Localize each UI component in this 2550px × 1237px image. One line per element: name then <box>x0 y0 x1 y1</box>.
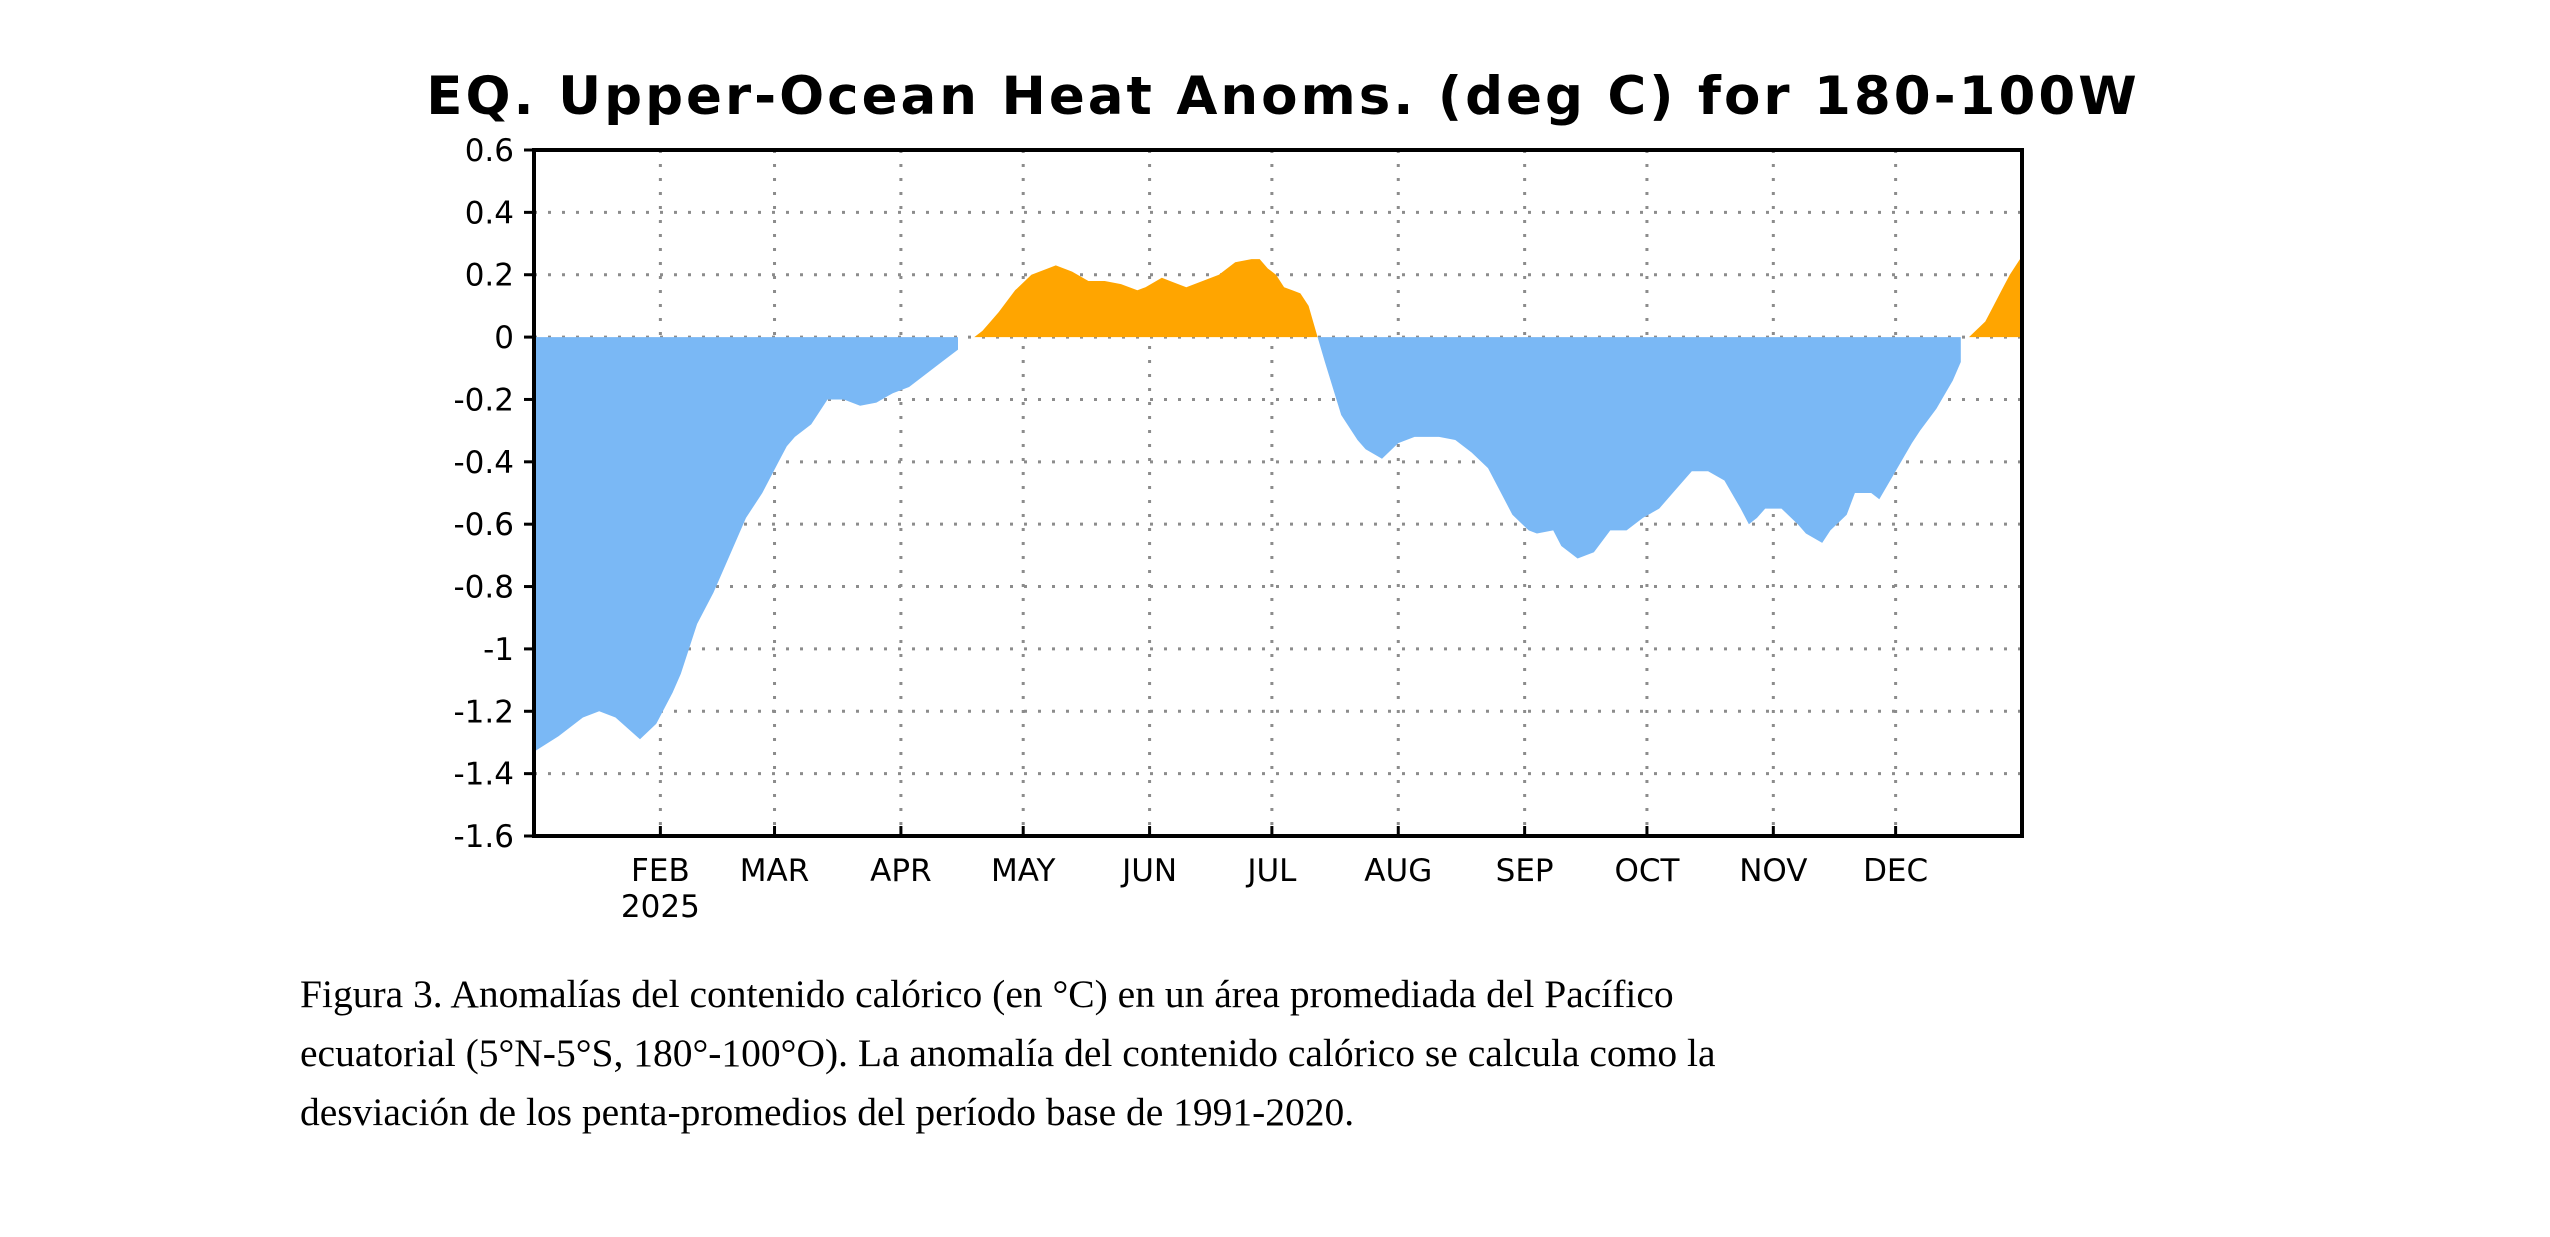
negative-anomaly-area <box>1317 337 1961 559</box>
y-tick-label: -0.6 <box>454 507 515 543</box>
y-tick-label: -0.2 <box>454 382 515 418</box>
x-tick-label: JUL <box>1245 853 1297 889</box>
caption-line-3: desviación de los penta-promedios del pe… <box>300 1090 1355 1134</box>
positive-anomaly-area <box>1969 256 2022 338</box>
caption-line-1: Figura 3. Anomalías del contenido calóri… <box>300 972 1674 1016</box>
x-tick-label: MAR <box>740 853 810 889</box>
x-tick-label: FEB <box>631 853 690 889</box>
axes: 0.6 0.4 0.2 0 -0.2 -0.4 -0.6 -0.8 -1 -1.2 -1.4 -1.6… <box>454 133 2024 925</box>
y-tick-label: 0.6 <box>465 133 514 169</box>
y-tick-label: -1 <box>483 632 514 668</box>
positive-anomaly-area <box>974 259 1318 338</box>
year-label: 2025 <box>621 889 700 925</box>
y-tick-label: -0.8 <box>454 570 515 606</box>
x-tick-label: SEP <box>1496 853 1554 889</box>
x-tick-label: DEC <box>1863 853 1928 889</box>
y-tick-label: 0 <box>494 320 514 356</box>
y-tick-label: 0.2 <box>465 258 514 294</box>
negative-anomaly-area <box>534 337 958 752</box>
caption-line-2: ecuatorial (5°N-5°S, 180°-100°O). La ano… <box>300 1031 1716 1075</box>
y-tick-label: -1.4 <box>454 757 515 793</box>
y-tick-label: -1.6 <box>454 819 515 855</box>
y-tick-label: -1.2 <box>454 694 515 730</box>
x-tick-label: APR <box>870 853 931 889</box>
figure-caption: Figura 3. Anomalías del contenido calóri… <box>300 965 2200 1142</box>
x-tick-label: NOV <box>1739 853 1807 889</box>
y-tick-label: -0.4 <box>454 445 515 481</box>
y-tick-label: 0.4 <box>465 195 514 231</box>
x-tick-label: JUN <box>1120 853 1177 889</box>
x-tick-label: OCT <box>1614 853 1680 889</box>
x-tick-label: AUG <box>1364 853 1432 889</box>
heat-anomaly-chart: EQ. Upper-Ocean Heat Anoms. (deg C) for … <box>426 66 2139 925</box>
chart-title: EQ. Upper-Ocean Heat Anoms. (deg C) for … <box>426 66 2139 127</box>
anomaly-area <box>534 256 2022 752</box>
plot-frame <box>532 148 2024 838</box>
x-tick-label: MAY <box>991 853 1056 889</box>
